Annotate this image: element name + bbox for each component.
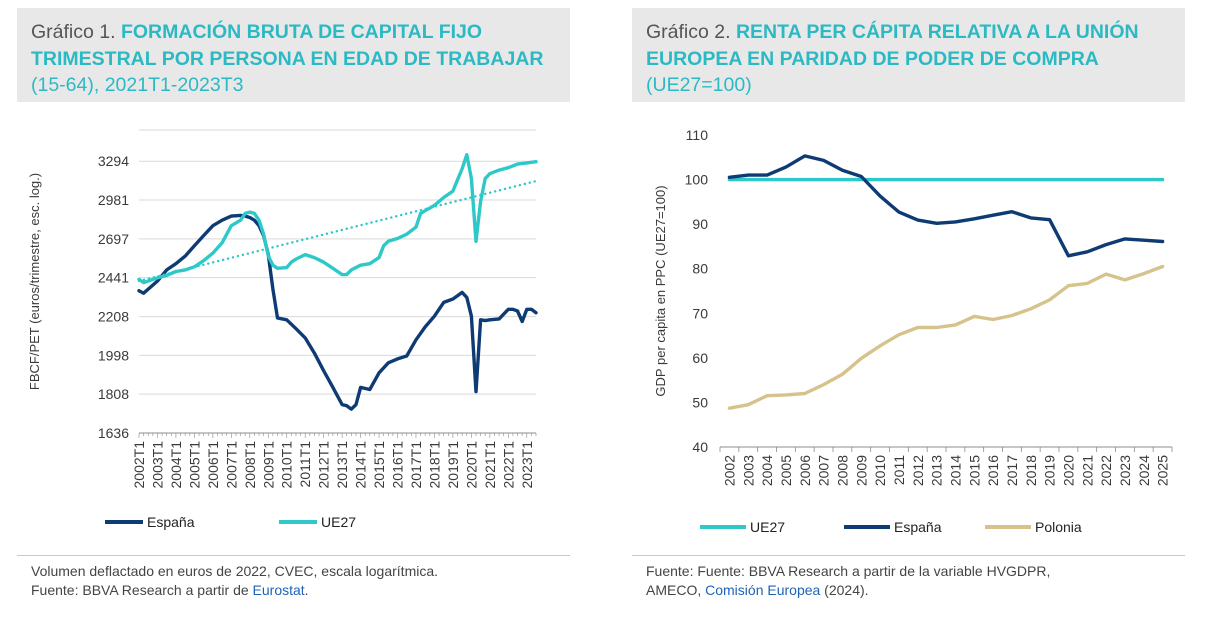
y-tick-label: 2441 bbox=[98, 270, 129, 286]
y-tick-label: 1998 bbox=[98, 347, 129, 363]
x-tick-label: 2018 bbox=[1023, 455, 1039, 486]
x-tick-label: 2013 bbox=[929, 455, 945, 486]
y-tick-label: 3294 bbox=[98, 153, 129, 169]
y-axis-title: GDP per capita en PPC (UE27=100) bbox=[653, 185, 668, 396]
legend-label-ue27: UE27 bbox=[321, 514, 356, 530]
x-tick-label: 2019 bbox=[1042, 455, 1058, 486]
x-tick-label: 2010 bbox=[872, 455, 888, 486]
source-suffix: . bbox=[304, 582, 309, 598]
y-tick-label: 1636 bbox=[98, 425, 129, 441]
legend-label-espana: España bbox=[894, 519, 942, 535]
x-tick-label: 2017T1 bbox=[408, 441, 424, 489]
x-tick-label: 2021T1 bbox=[482, 441, 498, 489]
source-line-1: Volumen deflactado en euros de 2022, CVE… bbox=[31, 563, 439, 579]
y-axis-title: FBCF/PET (euros/trimestre, esc. log.) bbox=[27, 173, 42, 390]
x-tick-label: 2002 bbox=[721, 455, 737, 486]
x-tick-label: 2013T1 bbox=[334, 441, 350, 489]
x-tick-label: 2006T1 bbox=[205, 441, 221, 489]
y-tick-label: 60 bbox=[692, 350, 708, 366]
chart-title-prefix: Gráfico 1. bbox=[31, 21, 121, 43]
y-tick-label: 70 bbox=[692, 305, 708, 321]
x-tick-label: 2022T1 bbox=[500, 441, 516, 489]
y-tick-label: 2981 bbox=[98, 192, 129, 208]
x-tick-label: 2019T1 bbox=[445, 441, 461, 489]
x-tick-label: 2004T1 bbox=[168, 441, 184, 489]
source-line-2: AMECO, Comisión Europea (2024). bbox=[646, 581, 1171, 600]
source-note-1: Volumen deflactado en euros de 2022, CVE… bbox=[17, 555, 570, 600]
source-suffix: (2024). bbox=[820, 582, 869, 598]
legend-label-polonia: Polonia bbox=[1035, 519, 1082, 535]
x-tick-label: 2014T1 bbox=[353, 441, 369, 489]
legend-label-espana: España bbox=[147, 514, 195, 530]
source-link-comision-europea[interactable]: Comisión Europea bbox=[705, 582, 821, 598]
x-tick-label: 2012 bbox=[910, 455, 926, 486]
x-tick-label: 2023 bbox=[1117, 455, 1133, 486]
chart-title-main: FORMACIÓN BRUTA DE CAPITAL FIJO TRIMESTR… bbox=[31, 21, 544, 70]
x-tick-label: 2007T1 bbox=[223, 441, 239, 489]
source-line-2: Fuente: BBVA Research a partir de Eurost… bbox=[31, 581, 556, 600]
x-tick-label: 2015 bbox=[966, 455, 982, 486]
legend-label-ue27: UE27 bbox=[750, 519, 785, 535]
chart-panel-2: Gráfico 2. RENTA PER CÁPITA RELATIVA A L… bbox=[632, 0, 1187, 619]
y-tick-label: 2208 bbox=[98, 309, 129, 325]
x-tick-label: 2010T1 bbox=[279, 441, 295, 489]
y-tick-label: 110 bbox=[686, 127, 709, 143]
y-tick-label: 80 bbox=[692, 261, 708, 277]
y-tick-label: 2697 bbox=[98, 231, 129, 247]
x-tick-label: 2016T1 bbox=[390, 441, 406, 489]
source-note-2: Fuente: Fuente: BBVA Research a partir d… bbox=[632, 555, 1185, 600]
chart-title-2: Gráfico 2. RENTA PER CÁPITA RELATIVA A L… bbox=[632, 8, 1185, 102]
chart-title-suffix: (15-64), 2021T1-2023T3 bbox=[31, 74, 244, 96]
chart-title-1: Gráfico 1. FORMACIÓN BRUTA DE CAPITAL FI… bbox=[17, 8, 570, 102]
x-tick-label: 2008T1 bbox=[242, 441, 258, 489]
x-tick-label: 2020T1 bbox=[463, 441, 479, 489]
x-tick-label: 2009T1 bbox=[260, 441, 276, 489]
y-tick-label: 50 bbox=[692, 394, 708, 410]
x-tick-label: 2014 bbox=[947, 455, 963, 486]
chart-title-main: RENTA PER CÁPITA RELATIVA A LA UNIÓN EUR… bbox=[646, 21, 1139, 70]
source-line-1: Fuente: Fuente: BBVA Research a partir d… bbox=[646, 563, 1051, 579]
source-link-eurostat[interactable]: Eurostat bbox=[252, 582, 305, 598]
x-tick-label: 2022 bbox=[1098, 455, 1114, 486]
series-line-trend bbox=[137, 179, 538, 283]
x-tick-label: 2003 bbox=[740, 455, 756, 486]
source-prefix: AMECO, bbox=[646, 582, 706, 598]
series-line-ue27 bbox=[137, 153, 538, 285]
x-tick-label: 2004 bbox=[759, 455, 775, 486]
x-tick-label: 2017 bbox=[1004, 455, 1020, 486]
series-line-polonia bbox=[727, 264, 1165, 410]
x-tick-label: 2006 bbox=[797, 455, 813, 486]
x-tick-label: 2009 bbox=[853, 455, 869, 486]
chart-title-prefix: Gráfico 2. bbox=[646, 21, 736, 43]
x-tick-label: 2005T1 bbox=[186, 441, 202, 489]
x-tick-label: 2020 bbox=[1060, 455, 1076, 486]
x-tick-label: 2018T1 bbox=[426, 441, 442, 489]
source-prefix: Fuente: BBVA Research a partir de bbox=[31, 582, 253, 598]
x-tick-label: 2008 bbox=[834, 455, 850, 486]
chart-panel-1: Gráfico 1. FORMACIÓN BRUTA DE CAPITAL FI… bbox=[17, 0, 572, 619]
x-tick-label: 2015T1 bbox=[371, 441, 387, 489]
x-tick-label: 2007 bbox=[816, 455, 832, 486]
x-tick-label: 2025 bbox=[1155, 455, 1171, 486]
y-tick-label: 1808 bbox=[98, 386, 129, 402]
x-tick-label: 2024 bbox=[1136, 455, 1152, 486]
x-tick-label: 2023T1 bbox=[519, 441, 535, 489]
x-tick-label: 2011T1 bbox=[297, 441, 313, 488]
y-tick-label: 90 bbox=[692, 216, 708, 232]
x-tick-label: 2012T1 bbox=[316, 441, 332, 489]
x-tick-label: 2005 bbox=[778, 455, 794, 486]
y-tick-label: 100 bbox=[685, 172, 709, 188]
x-tick-label: 2002T1 bbox=[131, 441, 147, 489]
x-tick-label: 2011 bbox=[891, 455, 907, 485]
x-tick-label: 2016 bbox=[985, 455, 1001, 486]
series-line-espana bbox=[137, 213, 538, 411]
y-tick-label: 40 bbox=[692, 439, 708, 455]
x-tick-label: 2021 bbox=[1079, 455, 1095, 486]
series-line-espana bbox=[727, 154, 1165, 258]
chart-title-suffix: (UE27=100) bbox=[646, 74, 752, 96]
x-tick-label: 2003T1 bbox=[149, 441, 165, 489]
